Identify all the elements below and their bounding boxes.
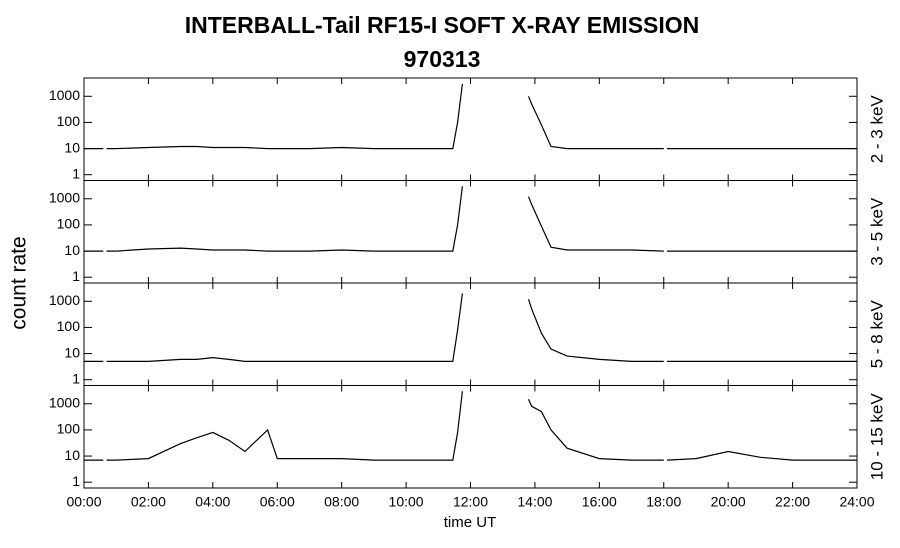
- y-tick-label: 10: [64, 139, 80, 155]
- x-tick-label: 08:00: [324, 494, 359, 510]
- x-tick-label: 16:00: [582, 494, 617, 510]
- y-tick-label: 1000: [49, 189, 80, 205]
- y-tick-label: 10: [64, 447, 80, 463]
- y-axis-label: count rate: [8, 236, 31, 329]
- panel-frame: [83, 180, 858, 284]
- x-tick-label: 18:00: [646, 494, 681, 510]
- y-tick-label: 1: [72, 268, 80, 284]
- y-tick-label: 10: [64, 344, 80, 360]
- chart-subtitle: 970313: [404, 46, 481, 72]
- panel-frame: [83, 77, 858, 181]
- series-label: 10 - 15 keV: [867, 393, 886, 481]
- series-line: [84, 83, 857, 150]
- series-line: [84, 293, 857, 362]
- y-tick-label: 1: [72, 165, 80, 181]
- x-tick-label: 04:00: [195, 494, 230, 510]
- y-tick-label: 1000: [49, 87, 80, 103]
- x-axis-label: time UT: [444, 514, 497, 531]
- series-label: 5 - 8 keV: [867, 300, 886, 369]
- y-tick-label: 1000: [49, 292, 80, 308]
- y-tick-label: 1: [72, 370, 80, 386]
- x-tick-label: 22:00: [775, 494, 810, 510]
- chart-title: INTERBALL-Tail RF15-I SOFT X-RAY EMISSIO…: [185, 12, 700, 38]
- panel-frame: [83, 282, 858, 386]
- y-tick-label: 1000: [49, 394, 80, 410]
- x-tick-label: 20:00: [711, 494, 746, 510]
- y-tick-label: 100: [57, 216, 81, 232]
- series-line: [84, 391, 857, 461]
- y-tick-label: 1: [72, 473, 80, 489]
- x-tick-label: 14:00: [517, 494, 552, 510]
- series-label: 2 - 3 keV: [867, 95, 886, 164]
- y-tick-label: 10: [64, 242, 80, 258]
- y-tick-label: 100: [57, 113, 81, 129]
- series-line: [84, 186, 857, 252]
- series-label: 3 - 5 keV: [867, 197, 886, 266]
- y-tick-label: 100: [57, 421, 81, 437]
- x-tick-label: 06:00: [260, 494, 295, 510]
- y-tick-label: 100: [57, 318, 81, 334]
- x-tick-label: 00:00: [66, 494, 101, 510]
- x-tick-label: 12:00: [453, 494, 488, 510]
- x-tick-label: 10:00: [389, 494, 424, 510]
- x-tick-label: 02:00: [131, 494, 166, 510]
- x-tick-label: 24:00: [839, 494, 874, 510]
